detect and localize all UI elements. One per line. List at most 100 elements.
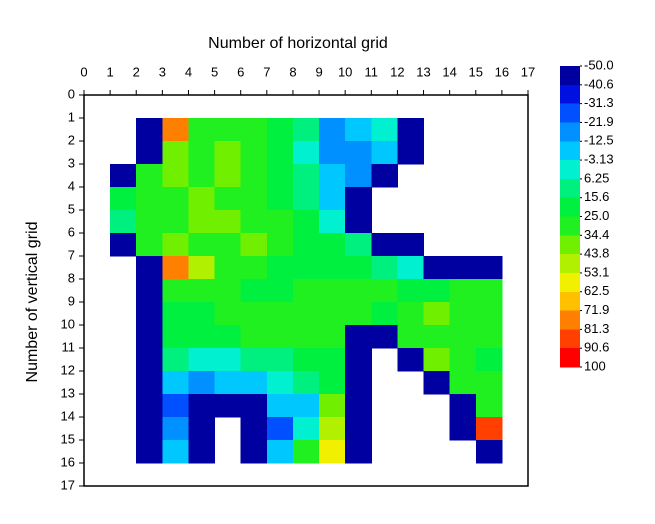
- y-tick-label: 15: [61, 431, 75, 446]
- cell: [449, 256, 477, 280]
- cell: [292, 210, 320, 234]
- y-tick-label: 8: [68, 270, 75, 285]
- cell: [136, 141, 163, 165]
- cell: [162, 187, 189, 211]
- cell: [423, 256, 451, 280]
- cell: [371, 302, 398, 326]
- cell: [371, 164, 398, 188]
- cell: [162, 141, 189, 165]
- cell: [240, 394, 268, 418]
- cell: [240, 187, 268, 211]
- cell: [475, 394, 503, 418]
- cell: [188, 233, 216, 257]
- cell: [188, 118, 216, 142]
- cell: [345, 325, 372, 349]
- cell: [188, 256, 216, 280]
- cell: [266, 394, 294, 418]
- colorbar-label: 90.6: [584, 340, 609, 355]
- x-tick-label: 12: [390, 64, 404, 79]
- cell: [136, 440, 163, 464]
- cell: [188, 325, 216, 349]
- cell: [319, 348, 346, 372]
- cell: [319, 325, 346, 349]
- cell: [371, 118, 398, 142]
- y-tick-label: 4: [68, 178, 75, 193]
- cell: [475, 371, 503, 395]
- cell: [136, 118, 163, 142]
- y-tick-label: 0: [68, 86, 75, 101]
- cell: [162, 371, 189, 395]
- cell: [292, 440, 320, 464]
- cell: [214, 118, 242, 142]
- cell: [266, 256, 294, 280]
- colorbar-band: [560, 329, 580, 349]
- cell: [136, 164, 163, 188]
- cell: [266, 233, 294, 257]
- x-tick-label: 10: [338, 64, 352, 79]
- cell: [345, 118, 372, 142]
- cell: [345, 394, 372, 418]
- colorbar-band: [560, 160, 580, 180]
- cell: [188, 210, 216, 234]
- y-tick-label: 14: [61, 408, 75, 423]
- x-tick-label: 9: [315, 64, 322, 79]
- cell: [397, 233, 425, 257]
- x-tick-label: 8: [289, 64, 296, 79]
- colorbar-band: [560, 216, 580, 236]
- cell: [292, 371, 320, 395]
- cell: [449, 348, 477, 372]
- y-tick-label: 13: [61, 385, 75, 400]
- cell: [240, 371, 268, 395]
- x-tick-label: 16: [495, 64, 509, 79]
- cell: [449, 279, 477, 303]
- cell: [345, 164, 372, 188]
- colorbar-band: [560, 254, 580, 274]
- cell: [162, 440, 189, 464]
- cell: [345, 279, 372, 303]
- y-tick-label: 3: [68, 155, 75, 170]
- cell: [345, 233, 372, 257]
- cell: [162, 348, 189, 372]
- cell: [214, 141, 242, 165]
- cell: [110, 164, 137, 188]
- cell: [240, 440, 268, 464]
- cell: [345, 302, 372, 326]
- x-tick-label: 13: [416, 64, 430, 79]
- cell: [319, 187, 346, 211]
- cell: [240, 210, 268, 234]
- cell: [397, 325, 425, 349]
- cell: [188, 394, 216, 418]
- cell: [475, 325, 503, 349]
- plot-frame: [83, 94, 529, 487]
- cell: [240, 164, 268, 188]
- cell: [319, 164, 346, 188]
- cell: [136, 394, 163, 418]
- cell: [162, 233, 189, 257]
- y-tick-label: 12: [61, 362, 75, 377]
- y-tick-label: 2: [68, 132, 75, 147]
- y-tick-label: 7: [68, 247, 75, 262]
- cell: [240, 302, 268, 326]
- y-tick-label: 11: [62, 339, 76, 354]
- cell: [319, 417, 346, 441]
- colorbar-band: [560, 272, 580, 293]
- colorbar-label: 25.0: [584, 208, 609, 223]
- cell: [266, 210, 294, 234]
- cell: [345, 256, 372, 280]
- cell: [319, 233, 346, 257]
- cell: [292, 394, 320, 418]
- x-axis-title: Number of horizontal grid: [208, 35, 388, 52]
- cell: [136, 371, 163, 395]
- cell: [397, 118, 425, 142]
- cell: [188, 417, 216, 441]
- colorbar-label: 81.3: [584, 321, 609, 336]
- y-axis-title: Number of vertical grid: [24, 222, 41, 383]
- cell: [136, 325, 163, 349]
- cell: [345, 210, 372, 234]
- cell: [292, 187, 320, 211]
- cell: [292, 256, 320, 280]
- cell: [214, 187, 242, 211]
- cell: [423, 371, 451, 395]
- cell: [266, 187, 294, 211]
- cell: [423, 348, 451, 372]
